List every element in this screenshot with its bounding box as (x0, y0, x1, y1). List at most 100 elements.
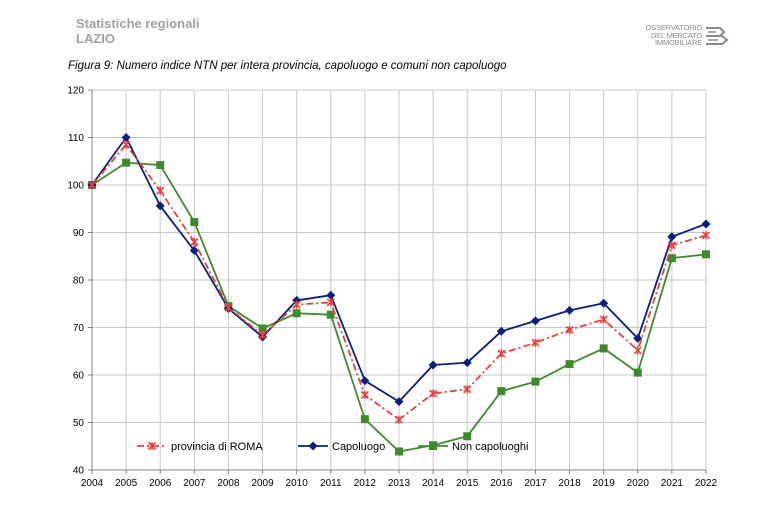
data-point (701, 231, 711, 240)
data-point (395, 447, 403, 456)
data-point (121, 133, 131, 142)
legend-label: Capoluogo (332, 441, 385, 453)
x-tick-label: 2004 (81, 478, 104, 489)
legend-item: Capoluogo (298, 441, 385, 453)
legend-item: provincia di ROMA (137, 441, 263, 453)
y-tick-label: 70 (73, 323, 85, 334)
data-point (360, 390, 369, 400)
data-point (497, 349, 506, 358)
data-point (258, 331, 267, 340)
series-provincia-di-roma (87, 140, 711, 424)
x-tick-label: 2010 (286, 478, 309, 489)
report-title: Statistiche regionali (76, 16, 200, 31)
x-tick-label: 2022 (695, 478, 718, 489)
y-tick-label: 110 (68, 133, 84, 144)
data-point (633, 346, 642, 355)
data-point (429, 389, 438, 398)
data-point (599, 344, 608, 353)
x-tick-label: 2020 (627, 478, 650, 489)
data-point (360, 376, 370, 386)
x-tick-label: 2012 (354, 478, 377, 489)
data-point (633, 368, 642, 377)
data-point (565, 305, 575, 315)
data-point (326, 310, 335, 319)
x-tick-label: 2019 (593, 478, 616, 489)
logo-mark-icon (706, 27, 729, 45)
data-point (463, 432, 472, 441)
omi-logo: OSSERVATORIO DEL MERCATO IMMOBILIARE (642, 24, 732, 48)
data-point (701, 219, 711, 229)
logo-text: OSSERVATORIO DEL MERCATO IMMOBILIARE (642, 24, 702, 47)
y-tick-label: 40 (73, 466, 85, 477)
data-point (667, 232, 677, 242)
x-tick-label: 2006 (149, 478, 172, 489)
data-point (599, 298, 609, 308)
data-point (87, 180, 97, 190)
data-point (394, 415, 404, 424)
x-tick-label: 2015 (456, 478, 479, 489)
data-point (531, 377, 540, 386)
data-point (428, 360, 438, 370)
y-tick-label: 120 (67, 86, 84, 97)
x-tick-label: 2016 (490, 478, 513, 489)
data-point (189, 246, 199, 256)
x-tick-label: 2013 (388, 478, 411, 489)
x-tick-label: 2009 (251, 478, 274, 489)
data-point (531, 338, 540, 347)
y-tick-label: 60 (73, 371, 85, 382)
data-point (190, 218, 199, 227)
figure-caption: Figura 9: Numero indice NTN per intera p… (68, 60, 507, 72)
data-point (667, 241, 676, 250)
data-point (326, 298, 335, 307)
data-point (360, 415, 369, 424)
data-point (292, 309, 301, 318)
y-tick-label: 80 (73, 276, 85, 287)
legend-label: Non capoluoghi (452, 441, 528, 453)
data-point (394, 397, 404, 407)
data-point (530, 316, 540, 326)
data-point (224, 303, 233, 312)
chart-gridlines (91, 89, 707, 471)
x-tick-label: 2014 (422, 478, 445, 489)
x-tick-label: 2017 (524, 478, 547, 489)
data-point (462, 358, 472, 368)
y-tick-label: 90 (73, 228, 85, 239)
data-point (496, 326, 506, 336)
x-tick-label: 2005 (115, 478, 138, 489)
chart-legend: provincia di ROMA Capoluogo Non capoluoghi (137, 441, 528, 453)
legend-marker (429, 442, 437, 450)
x-tick-label: 2021 (661, 478, 684, 489)
data-point (565, 325, 574, 334)
data-point (565, 360, 574, 369)
data-point (122, 158, 131, 167)
x-tick-label: 2007 (183, 478, 206, 489)
legend-label: provincia di ROMA (171, 441, 263, 453)
report-region: LAZIO (76, 31, 115, 46)
y-axis-ticks: 40 50 60 70 80 90 100 110 120 (67, 86, 92, 477)
x-tick-label: 2008 (217, 478, 240, 489)
legend-marker (308, 441, 318, 451)
y-tick-label: 50 (73, 418, 85, 429)
x-tick-label: 2018 (558, 478, 581, 489)
data-point (155, 201, 165, 211)
logo-line: IMMOBILIARE (655, 38, 702, 47)
logo-line: DEL MERCATO (650, 30, 702, 40)
legend-marker (147, 441, 157, 451)
data-point (190, 237, 199, 247)
data-point (599, 315, 608, 324)
x-tick-label: 2011 (320, 478, 342, 489)
chart-series (87, 133, 711, 456)
data-point (497, 387, 506, 396)
data-point (326, 290, 336, 300)
data-point (122, 140, 131, 149)
data-point (258, 324, 267, 333)
data-point (463, 385, 472, 394)
data-point (702, 250, 710, 259)
data-point (292, 300, 301, 309)
data-point (156, 161, 165, 170)
legend-item: Non capoluoghi (418, 441, 528, 453)
data-point (667, 254, 676, 263)
x-axis-ticks: 2004 2005 2006 2007 2008 2009 2010 2011 2012 2013… (81, 470, 718, 489)
y-tick-label: 100 (67, 181, 84, 192)
